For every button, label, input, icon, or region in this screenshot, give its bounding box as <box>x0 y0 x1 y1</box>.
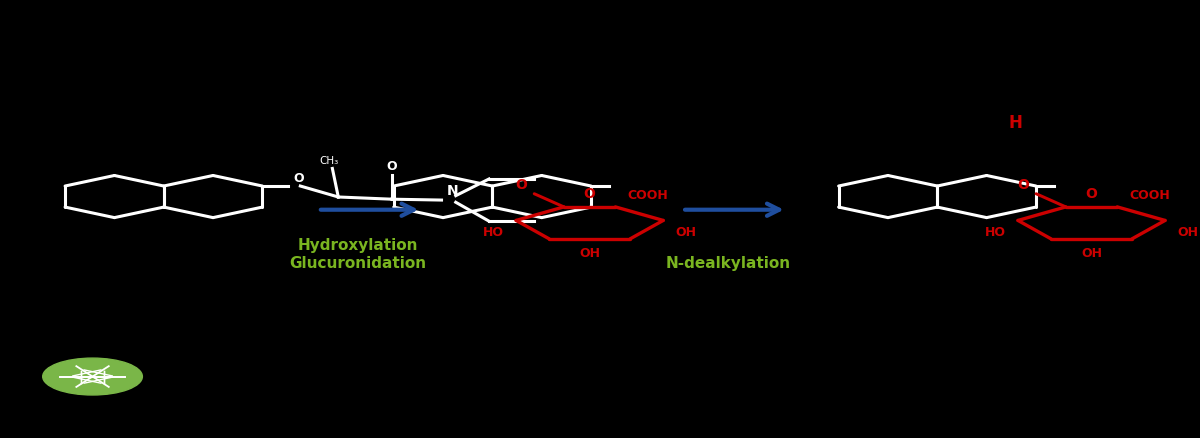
Text: O: O <box>386 160 397 173</box>
Text: O: O <box>1018 178 1028 192</box>
Text: HO: HO <box>484 225 504 238</box>
Text: COOH: COOH <box>628 188 668 201</box>
Text: O: O <box>515 178 527 192</box>
Text: O: O <box>1086 187 1098 201</box>
Text: OH: OH <box>1177 225 1198 238</box>
Text: N: N <box>446 184 458 198</box>
Text: OH: OH <box>580 246 600 259</box>
Circle shape <box>43 358 143 395</box>
Text: Hydroxylation: Hydroxylation <box>298 238 419 253</box>
Text: O: O <box>293 172 304 185</box>
Text: CH₃: CH₃ <box>319 155 338 166</box>
Text: N-dealkylation: N-dealkylation <box>666 255 791 270</box>
Text: O: O <box>583 187 595 201</box>
Text: OH: OH <box>676 225 696 238</box>
Text: COOH: COOH <box>1129 188 1170 201</box>
Text: OH: OH <box>1081 246 1102 259</box>
Text: Glucuronidation: Glucuronidation <box>289 255 427 270</box>
Text: H: H <box>1009 113 1022 132</box>
Text: HO: HO <box>985 225 1006 238</box>
